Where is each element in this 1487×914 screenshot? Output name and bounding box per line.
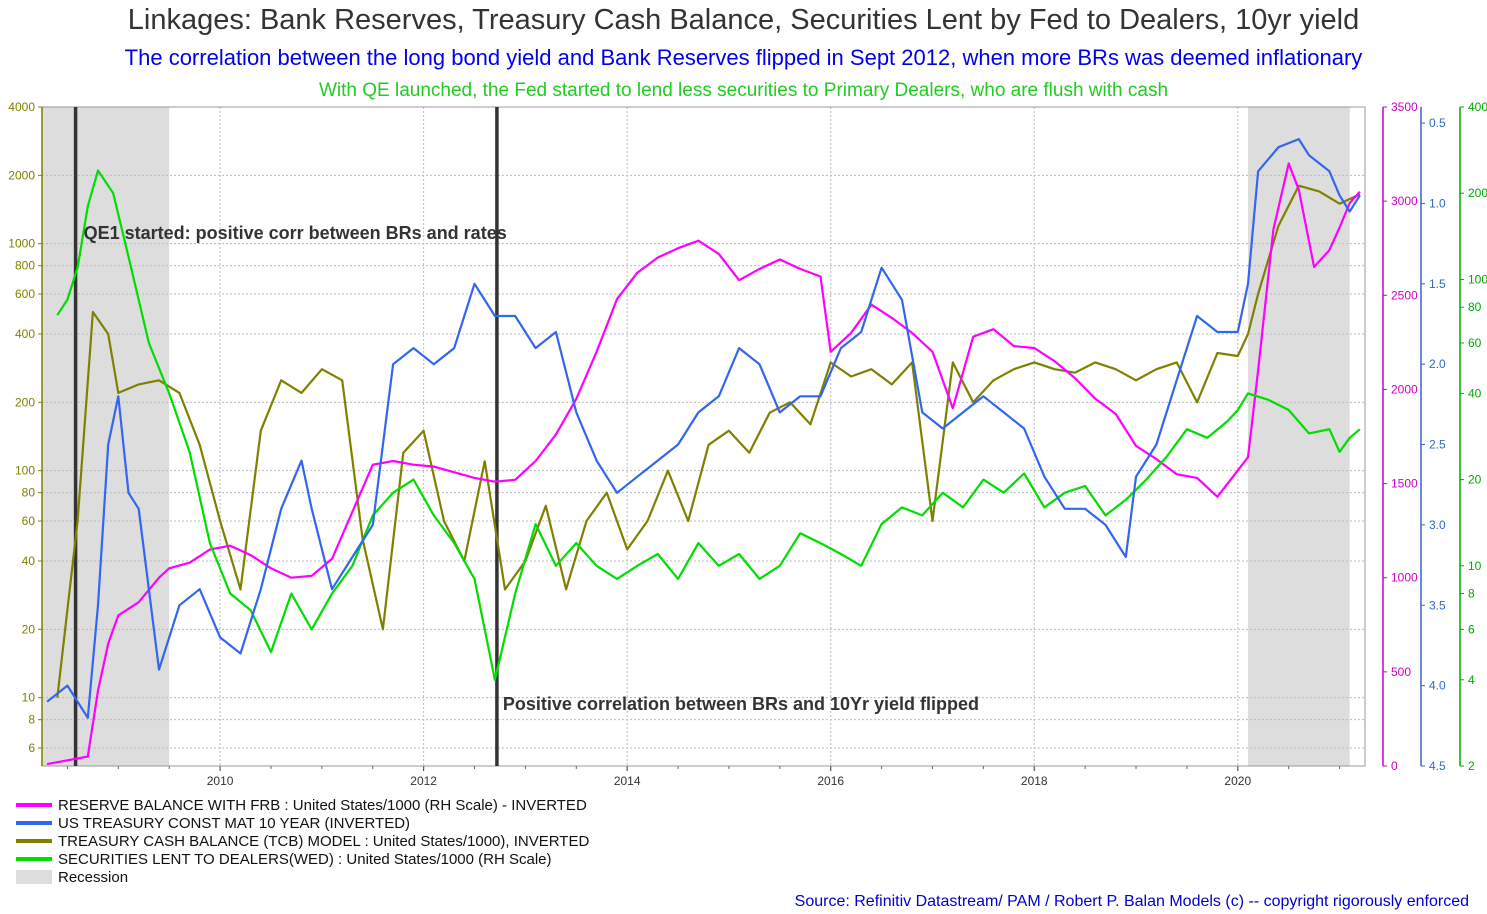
right-blue-tick-label-3.0: 3.0 [1429, 518, 1446, 532]
left-tick-label-400: 400 [15, 327, 35, 341]
legend-label-recession: Recession [58, 868, 129, 886]
right-green-tick-label-6: 6 [1468, 622, 1475, 636]
legend-label-tcb: TREASURY CASH BALANCE (TCB) MODEL : Unit… [58, 832, 590, 850]
right-green-tick-label-60: 60 [1468, 336, 1482, 350]
right-green-tick-label-10: 10 [1468, 559, 1482, 573]
source-note: Source: Refinitiv Datastream/ PAM / Robe… [794, 893, 1469, 910]
left-tick-label-20: 20 [22, 622, 36, 636]
annotation-qe1: QE1 started: positive corr between BRs a… [84, 223, 507, 243]
x-tick-label-2018: 2018 [1021, 774, 1048, 788]
series-line-reserves [46, 162, 1361, 766]
grid [42, 106, 1365, 766]
left-tick-label-6: 6 [28, 741, 35, 755]
plot-border [41, 106, 1366, 767]
series-line-securities [56, 169, 1361, 681]
vertical-markers [73, 107, 499, 766]
legend-item-recession: Recession [16, 868, 589, 886]
left-tick-label-100: 100 [15, 464, 35, 478]
series-line-treasury10y [46, 138, 1361, 719]
legend-swatch-recession [16, 870, 52, 884]
left-tick-label-8: 8 [28, 713, 35, 727]
legend: RESERVE BALANCE WITH FRB : United States… [16, 796, 589, 886]
right-green-tick-label-80: 80 [1468, 300, 1482, 314]
right-magenta-tick-label-500: 500 [1391, 665, 1411, 679]
legend-item-reserves: RESERVE BALANCE WITH FRB : United States… [16, 796, 589, 814]
recession-band-1 [1247, 107, 1350, 766]
legend-label-reserves: RESERVE BALANCE WITH FRB : United States… [58, 796, 587, 814]
legend-item-tcb: TREASURY CASH BALANCE (TCB) MODEL : Unit… [16, 832, 589, 850]
right-magenta-tick-label-2000: 2000 [1391, 382, 1418, 396]
chart-subtitle-2: With QE launched, the Fed started to len… [318, 80, 1169, 101]
right-magenta-tick-label-0: 0 [1391, 759, 1398, 773]
right-green-tick-label-4: 4 [1468, 673, 1475, 687]
left-tick-label-2000: 2000 [8, 168, 35, 182]
right-green-tick-label-8: 8 [1468, 587, 1475, 601]
right-magenta-tick-label-1500: 1500 [1391, 477, 1418, 491]
right-green-tick-label-2: 2 [1468, 759, 1475, 773]
x-tick-label-2020: 2020 [1224, 774, 1251, 788]
axes: 2010 2012 2014 2016 2018 20204000200010008006… [8, 100, 1487, 788]
legend-label-securities: SECURITIES LENT TO DEALERS(WED) : United… [58, 850, 552, 868]
right-magenta-tick-label-1000: 1000 [1391, 571, 1418, 585]
series-lines [46, 138, 1361, 766]
right-magenta-tick-label-3500: 3500 [1391, 100, 1418, 114]
right-green-tick-label-40: 40 [1468, 386, 1482, 400]
legend-swatch-reserves [16, 803, 52, 807]
annotations: QE1 started: positive corr between BRs a… [84, 223, 979, 714]
left-tick-label-80: 80 [22, 486, 36, 500]
x-tick-label-2010: 2010 [207, 774, 234, 788]
chart-title: Linkages: Bank Reserves, Treasury Cash B… [127, 4, 1360, 36]
left-tick-label-600: 600 [15, 287, 35, 301]
legend-swatch-securities [16, 857, 52, 861]
legend-swatch-treasury10y [16, 821, 52, 825]
right-blue-tick-label-1.0: 1.0 [1429, 196, 1446, 210]
legend-swatch-tcb [16, 839, 52, 843]
right-green-tick-label-200: 200 [1468, 186, 1487, 200]
right-blue-tick-label-0.5: 0.5 [1429, 116, 1446, 130]
right-green-tick-label-100: 100 [1468, 272, 1487, 286]
right-green-tick-label-20: 20 [1468, 473, 1482, 487]
x-tick-label-2012: 2012 [410, 774, 437, 788]
right-blue-tick-label-2.5: 2.5 [1429, 438, 1446, 452]
legend-item-treasury10y: US TREASURY CONST MAT 10 YEAR (INVERTED) [16, 814, 589, 832]
right-blue-tick-label-3.5: 3.5 [1429, 598, 1446, 612]
left-tick-label-40: 40 [22, 554, 36, 568]
right-green-tick-label-400: 400 [1468, 100, 1487, 114]
chart-subtitle-1: The correlation between the long bond yi… [124, 45, 1363, 70]
x-tick-label-2014: 2014 [614, 774, 641, 788]
left-tick-label-10: 10 [22, 691, 36, 705]
right-magenta-tick-label-2500: 2500 [1391, 288, 1418, 302]
right-blue-tick-label-2.0: 2.0 [1429, 357, 1446, 371]
legend-item-securities: SECURITIES LENT TO DEALERS(WED) : United… [16, 850, 589, 868]
right-blue-tick-label-1.5: 1.5 [1429, 277, 1446, 291]
left-tick-label-800: 800 [15, 259, 35, 273]
series-line-tcb [56, 184, 1361, 698]
x-tick-label-2016: 2016 [817, 774, 844, 788]
plot-frame [41, 106, 1366, 767]
recession-bands [42, 107, 1350, 766]
right-magenta-tick-label-3000: 3000 [1391, 194, 1418, 208]
left-tick-label-1000: 1000 [8, 237, 35, 251]
right-blue-tick-label-4.0: 4.0 [1429, 679, 1446, 693]
legend-label-treasury10y: US TREASURY CONST MAT 10 YEAR (INVERTED) [58, 814, 411, 832]
left-tick-label-4000: 4000 [8, 100, 35, 114]
left-tick-label-200: 200 [15, 395, 35, 409]
annotation-flip: Positive correlation between BRs and 10Y… [503, 694, 979, 714]
right-blue-tick-label-4.5: 4.5 [1429, 759, 1446, 773]
left-tick-label-60: 60 [22, 514, 36, 528]
